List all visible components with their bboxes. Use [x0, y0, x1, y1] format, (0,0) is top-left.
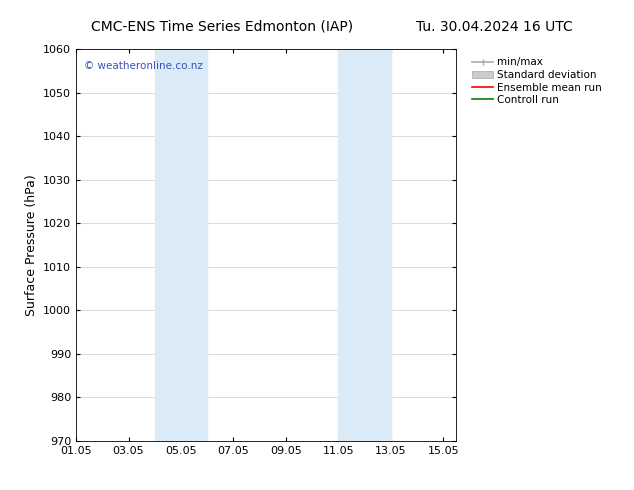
Bar — [181, 49, 207, 441]
Text: © weatheronline.co.nz: © weatheronline.co.nz — [84, 61, 202, 71]
Bar — [339, 49, 365, 441]
Bar — [155, 49, 181, 441]
Text: Tu. 30.04.2024 16 UTC: Tu. 30.04.2024 16 UTC — [416, 20, 573, 34]
Y-axis label: Surface Pressure (hPa): Surface Pressure (hPa) — [25, 174, 37, 316]
Legend: min/max, Standard deviation, Ensemble mean run, Controll run: min/max, Standard deviation, Ensemble me… — [469, 54, 605, 108]
Text: CMC-ENS Time Series Edmonton (IAP): CMC-ENS Time Series Edmonton (IAP) — [91, 20, 353, 34]
Bar — [365, 49, 391, 441]
